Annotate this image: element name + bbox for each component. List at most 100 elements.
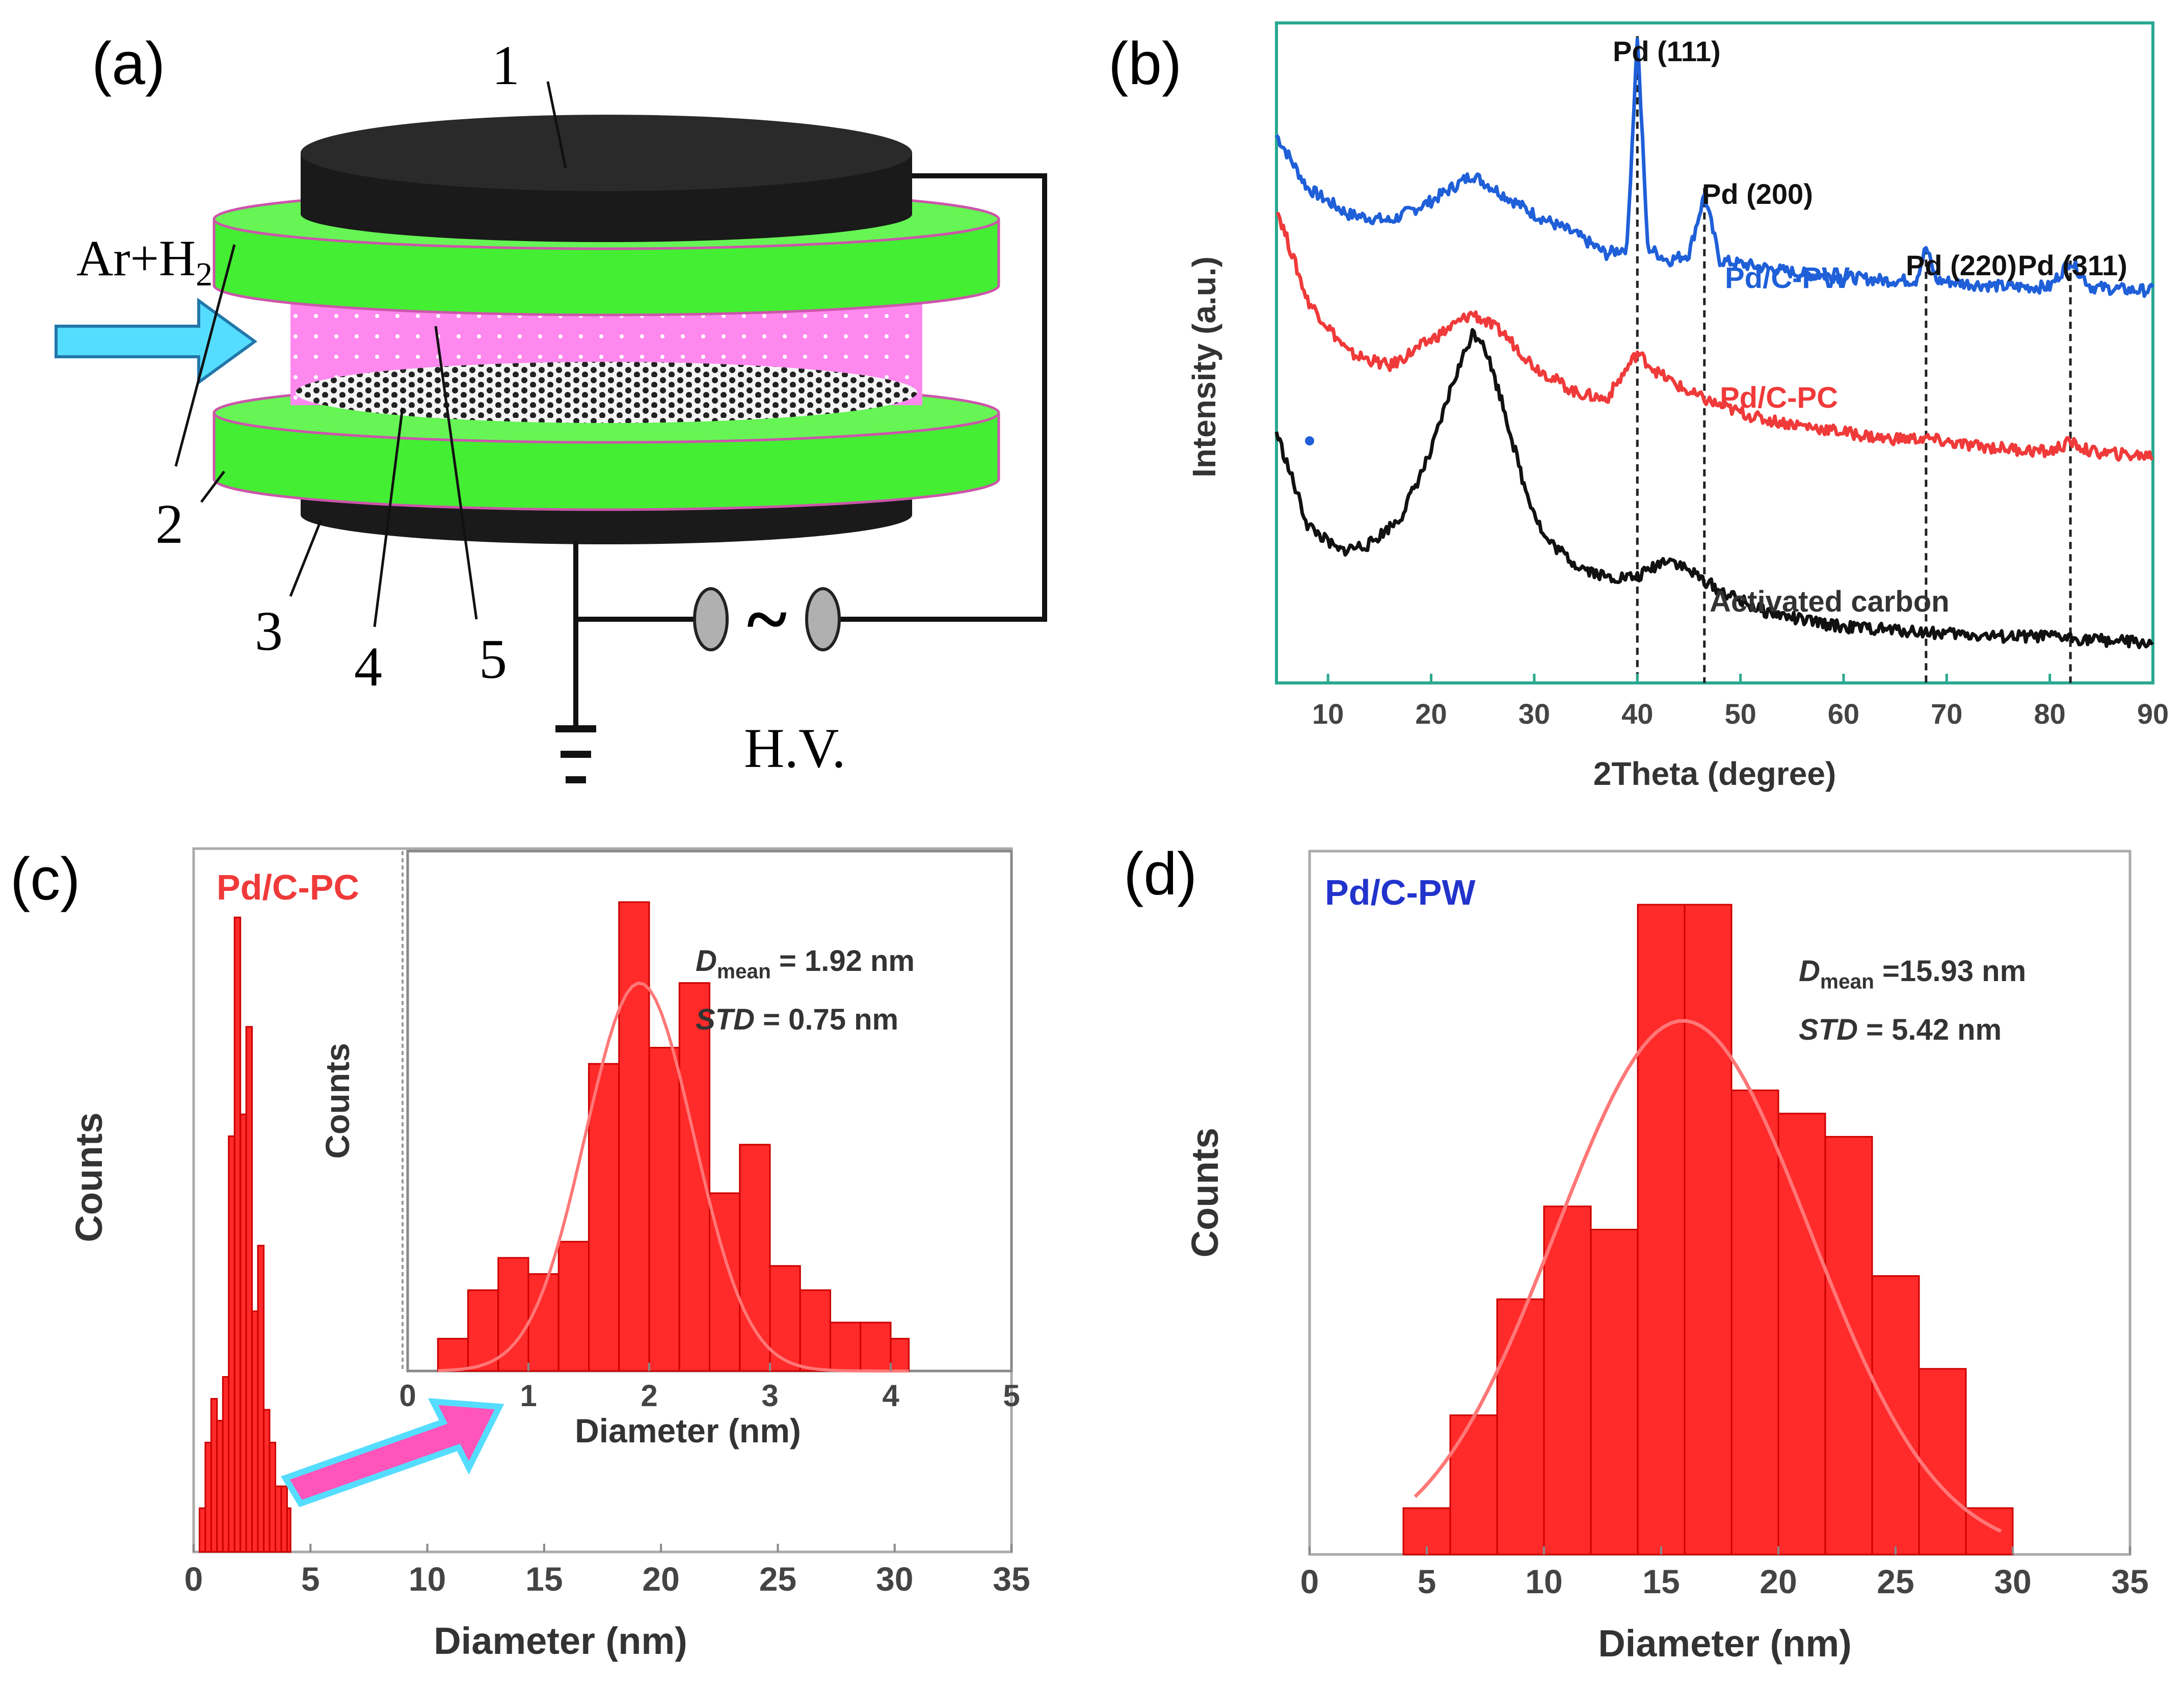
part-leader-lines (174, 81, 567, 627)
psd-c-inset-x-ticks: 0 1 2 3 4 5 (399, 1363, 1020, 1413)
psd-c-inset-bar-11 (769, 1265, 801, 1372)
psd-d-bar-5 (1637, 904, 1686, 1555)
psd-c-main-x-tick-2: 10 (409, 1560, 446, 1598)
psd-c-main-bar-13 (275, 1485, 282, 1553)
xrd-x-tick-7: 80 (2034, 698, 2065, 730)
psd-c-main-bar-14 (280, 1485, 288, 1553)
psd-c-main-x-tick-7: 35 (993, 1560, 1030, 1598)
hv-label: H.V. (744, 717, 846, 779)
xrd-plot-frame (1275, 21, 2154, 684)
psd-d-bar-1 (1449, 1414, 1498, 1555)
psd-c-x-ticks: 0 5 10 15 20 25 30 35 (184, 1544, 1030, 1598)
hv-terminal-left (693, 587, 729, 651)
psd-d-bar-6 (1684, 904, 1733, 1555)
psd-c-inset-bar-14 (860, 1322, 892, 1372)
part-number-3: 3 (255, 600, 283, 662)
inset-pointer-arrow (281, 1398, 504, 1508)
psd-d-bar-11 (1918, 1368, 1967, 1555)
xrd-peak-label-0: Pd (111) (1613, 35, 1721, 67)
psd-d-bar-4 (1590, 1229, 1639, 1555)
part-number-2: 2 (155, 493, 183, 555)
psd-c-inset-bar-15 (890, 1338, 910, 1372)
psd-c-main-bar-11 (263, 1409, 271, 1553)
xrd-series-label-0: Pd/C-PW (1725, 261, 1850, 295)
xrd-series-labels: Pd/C-PW Pd/C-PC Activated carbon (1710, 261, 1950, 618)
top-electrode (301, 115, 912, 242)
panel-b-letter: (b) (1108, 30, 1182, 97)
psd-d-x-tick-5: 25 (1877, 1563, 1914, 1600)
psd-c-inset-bar-4 (557, 1241, 590, 1372)
stray-blue-dot (1305, 436, 1314, 445)
psd-d-y-axis-label: Counts (1184, 1128, 1226, 1258)
psd-d-x-tick-6: 30 (1994, 1563, 2031, 1600)
psd-c-main-x-tick-0: 0 (184, 1560, 203, 1598)
xrd-series-label-2: Activated carbon (1710, 585, 1950, 618)
psd-d-bar-3 (1543, 1205, 1592, 1555)
xrd-x-tick-1: 20 (1415, 698, 1447, 730)
psd-d-bar-10 (1871, 1275, 1920, 1555)
psd-d-stat-0: Dmean =15.93 nm (1799, 955, 2026, 993)
psd-c-main-x-tick-3: 15 (525, 1560, 563, 1598)
xrd-y-axis-label: Intensity (a.u.) (1186, 256, 1222, 478)
psd-d-stat-1: STD = 5.42 nm (1799, 1013, 2002, 1046)
panel-a-reactor-schematic: (a) (55, 30, 1047, 783)
psd-d-x-axis-label: Diameter (nm) (1598, 1622, 1852, 1665)
panel-d-histogram: (d) 0 5 10 15 20 25 30 35 Diameter (nm) Counts … (1124, 840, 2149, 1665)
xrd-x-tick-3: 40 (1621, 698, 1653, 730)
xrd-series-label-1: Pd/C-PC (1720, 381, 1838, 414)
ac-source-symbol: ~ (747, 577, 787, 662)
panel-c-histogram: (c) 0 5 10 15 20 25 30 35 Diameter (nm) Counts … (10, 846, 1030, 1662)
psd-d-stats: Dmean =15.93 nm STD = 5.42 nm (1799, 955, 2026, 1046)
xrd-peak-label-2: Pd (220) (1906, 249, 2017, 281)
xrd-series-group (1274, 37, 2154, 649)
psd-c-bars (198, 916, 291, 1553)
panel-a-letter: (a) (92, 30, 165, 97)
xrd-x-tick-5: 60 (1828, 698, 1859, 730)
psd-c-inset-x-tick-4: 4 (882, 1379, 899, 1413)
psd-c-main-bar-2 (210, 1397, 218, 1553)
part-number-4: 4 (354, 636, 382, 698)
circuit-wiring (555, 173, 1047, 783)
psd-c-inset-stats: Dmean = 1.92 nm STD = 0.75 nm (696, 944, 915, 1036)
psd-c-inset-fit-curve (438, 981, 909, 1373)
psd-c-main-x-tick-1: 5 (301, 1560, 320, 1598)
panel-d-letter: (d) (1124, 840, 1197, 908)
psd-c-inset-bar-10 (739, 1144, 771, 1372)
psd-c-main-x-tick-4: 20 (642, 1560, 679, 1598)
psd-c-inset-bar-6 (618, 901, 650, 1372)
psd-d-bar-2 (1496, 1298, 1545, 1555)
psd-c-main-bar-4 (222, 1376, 230, 1553)
psd-c-y-axis-label: Counts (68, 1113, 110, 1243)
psd-d-series-label: Pd/C-PW (1325, 873, 1476, 912)
psd-d-bar-7 (1730, 1089, 1779, 1555)
panel-b-xrd-chart: (b) Pd (111) Pd (200) Pd (220) Pd (311) Pd/… (1108, 21, 2169, 792)
psd-c-main-bar-5 (228, 1135, 235, 1553)
xrd-series-line-0 (1275, 37, 2154, 298)
xrd-peak-label-3: Pd (311) (2018, 249, 2127, 281)
psd-d-bar-8 (1777, 1113, 1826, 1555)
psd-d-fit-curve (1414, 1019, 2002, 1533)
xrd-series-line-1 (1276, 212, 2154, 462)
psd-d-x-ticks: 0 5 10 15 20 25 30 35 (1300, 1546, 2149, 1600)
catalyst-bed (296, 362, 917, 423)
psd-c-main-bar-0 (198, 1507, 206, 1553)
psd-d-x-tick-3: 15 (1642, 1563, 1680, 1600)
xrd-series-line-2 (1274, 328, 2154, 649)
xrd-peak-labels: Pd (111) Pd (200) Pd (220) Pd (311) (1613, 35, 2127, 281)
psd-c-main-bar-12 (269, 1441, 276, 1553)
psd-c-inset-bar-12 (799, 1289, 831, 1372)
xrd-x-tick-0: 10 (1312, 698, 1344, 730)
psd-d-bar-9 (1824, 1136, 1873, 1555)
psd-c-inset-bar-1 (467, 1289, 499, 1372)
psd-c-main-bar-7 (239, 1113, 247, 1553)
psd-c-inset-x-tick-5: 5 (1003, 1379, 1020, 1413)
xrd-x-tick-6: 70 (1931, 698, 1962, 730)
psd-c-inset-x-tick-3: 3 (761, 1379, 778, 1413)
psd-c-x-axis-label: Diameter (nm) (434, 1620, 687, 1662)
psd-c-main-bar-1 (204, 1441, 212, 1553)
psd-c-inset-x-axis-label: Diameter (nm) (575, 1412, 801, 1449)
psd-d-x-tick-1: 5 (1418, 1563, 1436, 1600)
psd-c-series-label: Pd/C-PC (217, 867, 359, 907)
psd-c-inset-bar-13 (830, 1322, 862, 1372)
